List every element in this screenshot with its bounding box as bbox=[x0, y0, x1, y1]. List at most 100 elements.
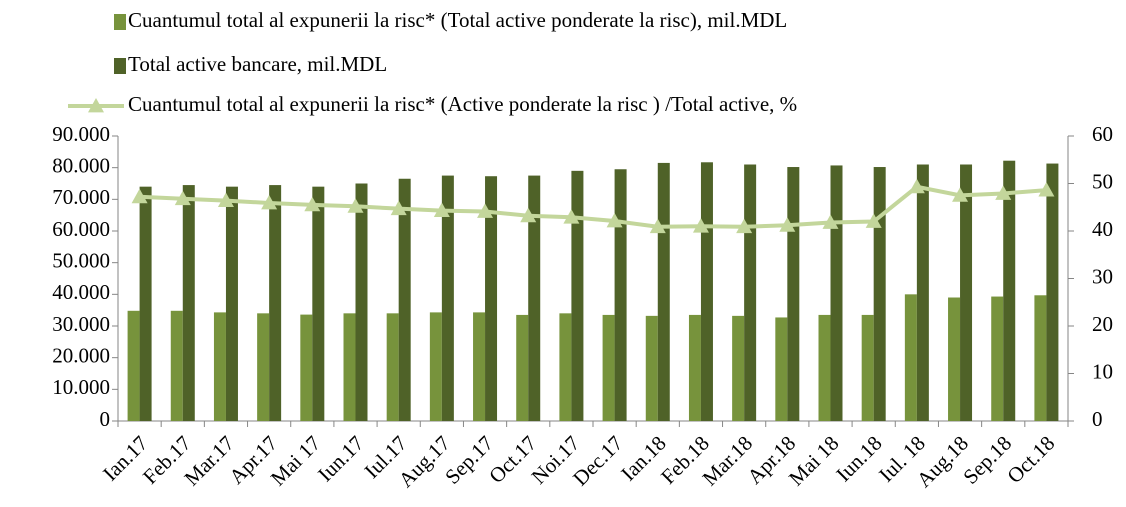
x-tick-label: Oct.17 bbox=[484, 431, 541, 488]
bar bbox=[528, 175, 541, 421]
bar bbox=[473, 312, 486, 421]
line-marker bbox=[908, 178, 925, 194]
y2-tick-label: 10 bbox=[1092, 359, 1113, 383]
y2-tick-label: 30 bbox=[1092, 264, 1113, 288]
x-tick-label: Mai 17 bbox=[266, 431, 325, 490]
legend-label: Cuantumul total al expunerii la risc* (A… bbox=[128, 92, 797, 116]
bar bbox=[269, 185, 282, 421]
y-tick-label: 50.000 bbox=[52, 248, 110, 272]
line-marker bbox=[217, 192, 234, 207]
bar bbox=[571, 170, 584, 421]
bar bbox=[1046, 163, 1059, 422]
x-tick-label: Mar.17 bbox=[179, 431, 238, 490]
line-marker bbox=[736, 218, 753, 234]
y2-tick-label: 60 bbox=[1092, 122, 1113, 146]
x-tick-label: Mai 18 bbox=[784, 431, 843, 490]
y-tick-label: 30.000 bbox=[52, 312, 110, 336]
line-marker bbox=[390, 200, 407, 216]
y2-tick-label: 20 bbox=[1092, 312, 1113, 336]
bar bbox=[732, 315, 745, 421]
bar bbox=[127, 310, 140, 421]
line-marker bbox=[995, 185, 1012, 200]
bar bbox=[904, 294, 917, 421]
bar bbox=[614, 169, 627, 421]
legend-label: Cuantumul total al expunerii la risc* (T… bbox=[128, 8, 787, 32]
bar bbox=[300, 314, 313, 421]
line-marker bbox=[649, 218, 666, 234]
bar bbox=[225, 186, 238, 421]
y-tick-label: 60.000 bbox=[52, 217, 110, 241]
bar bbox=[398, 178, 411, 421]
bar bbox=[213, 312, 226, 421]
bar bbox=[1034, 295, 1047, 421]
x-tick-label: Mar.18 bbox=[698, 431, 757, 490]
bar bbox=[744, 164, 757, 421]
bar bbox=[1003, 160, 1016, 421]
line-marker bbox=[520, 207, 537, 223]
x-tick-label: Iun.17 bbox=[313, 431, 368, 486]
legend-swatch bbox=[114, 58, 126, 74]
line-marker bbox=[261, 194, 278, 210]
bar bbox=[991, 296, 1004, 421]
bar bbox=[688, 314, 701, 421]
line-marker bbox=[304, 196, 321, 212]
x-tick-label: Dec.17 bbox=[568, 431, 627, 490]
bar bbox=[429, 312, 442, 421]
y-tick-label: 0 bbox=[100, 407, 111, 431]
line-marker bbox=[606, 213, 623, 228]
bar bbox=[343, 313, 356, 421]
line-marker bbox=[347, 198, 364, 213]
bar bbox=[775, 317, 788, 421]
bar bbox=[516, 314, 529, 421]
x-tick-label: Iun.18 bbox=[831, 431, 886, 486]
bar bbox=[312, 186, 325, 421]
bar bbox=[861, 314, 874, 421]
x-tick-label: Sep.18 bbox=[958, 431, 1016, 489]
bar bbox=[355, 183, 368, 421]
bar bbox=[182, 185, 195, 421]
bar bbox=[700, 162, 713, 422]
line-marker bbox=[433, 202, 450, 217]
bar bbox=[602, 314, 615, 421]
x-tick-label: Sep.17 bbox=[440, 431, 498, 489]
line-marker bbox=[692, 218, 709, 233]
line-marker bbox=[865, 213, 882, 228]
bar bbox=[257, 313, 270, 421]
bar bbox=[657, 162, 670, 421]
legend-swatch bbox=[114, 14, 126, 30]
y2-tick-label: 50 bbox=[1092, 169, 1113, 193]
bar bbox=[386, 313, 399, 421]
line-marker bbox=[779, 217, 796, 232]
line-marker bbox=[131, 188, 148, 204]
y-tick-label: 40.000 bbox=[52, 280, 110, 304]
line-marker bbox=[822, 214, 839, 229]
bar bbox=[787, 167, 800, 421]
bar bbox=[139, 186, 152, 421]
line bbox=[139, 184, 1047, 229]
bar bbox=[818, 314, 831, 421]
y-tick-label: 90.000 bbox=[52, 122, 110, 146]
bar bbox=[873, 167, 886, 421]
bar bbox=[645, 315, 658, 421]
legend-label: Total active bancare, mil.MDL bbox=[128, 52, 387, 76]
bar bbox=[170, 310, 183, 421]
bar bbox=[441, 175, 454, 421]
y-tick-label: 70.000 bbox=[52, 185, 110, 209]
y2-tick-label: 40 bbox=[1092, 217, 1113, 241]
line-marker bbox=[477, 203, 494, 218]
bar bbox=[948, 297, 961, 421]
line-marker bbox=[1038, 182, 1055, 197]
y-tick-label: 10.000 bbox=[52, 375, 110, 399]
y-tick-label: 20.000 bbox=[52, 343, 110, 367]
bar bbox=[916, 164, 929, 421]
line-marker bbox=[563, 209, 580, 224]
x-tick-label: Oct.18 bbox=[1002, 431, 1059, 488]
line-marker bbox=[174, 190, 191, 206]
bar bbox=[485, 176, 498, 421]
legend-marker bbox=[88, 98, 104, 113]
bar bbox=[960, 164, 973, 421]
bar bbox=[559, 313, 572, 421]
y2-tick-label: 0 bbox=[1092, 407, 1103, 431]
y-tick-label: 80.000 bbox=[52, 153, 110, 177]
